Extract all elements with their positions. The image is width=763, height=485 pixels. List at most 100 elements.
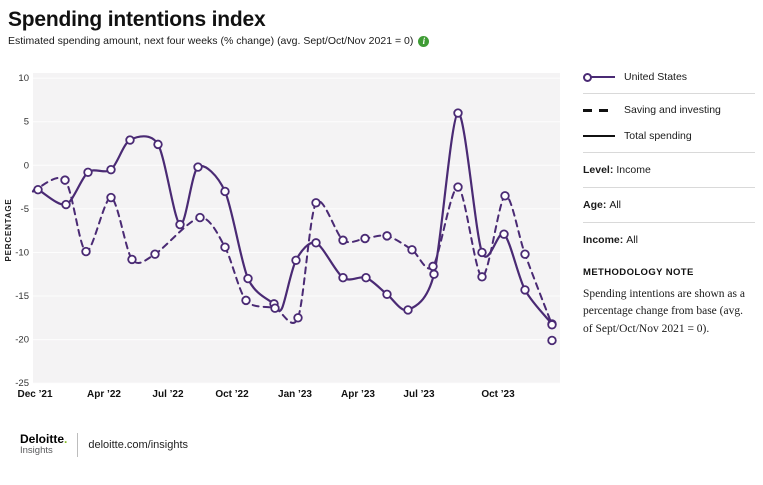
- data-point-marker[interactable]: [106, 192, 116, 203]
- legend-label-total-spending: Total spending: [624, 130, 692, 142]
- y-tick-label: 5: [24, 117, 29, 128]
- y-tick-label: 10: [18, 73, 29, 84]
- legend-label-saving-investing: Saving and investing: [624, 104, 721, 116]
- data-point-marker[interactable]: [382, 231, 392, 241]
- data-point-marker[interactable]: [270, 303, 280, 313]
- data-point-marker[interactable]: [293, 313, 303, 323]
- data-point-marker[interactable]: [291, 255, 301, 265]
- data-point-marker[interactable]: [428, 261, 438, 272]
- chart-subtitle: Estimated spending amount, next four wee…: [8, 35, 755, 47]
- data-point-marker[interactable]: [520, 249, 530, 259]
- dashed-line-swatch: [583, 108, 615, 112]
- filter-age[interactable]: Age: All: [583, 191, 755, 219]
- y-tick-label: -10: [15, 247, 29, 258]
- data-point-marker[interactable]: [382, 289, 392, 299]
- brand-sub: Insights: [20, 445, 53, 457]
- data-point-marker[interactable]: [33, 184, 43, 195]
- x-tick-label: Jan ’23: [278, 389, 312, 400]
- data-point-marker[interactable]: [241, 295, 251, 306]
- data-point-marker[interactable]: [361, 273, 371, 283]
- filter-level[interactable]: Level: Income: [583, 156, 755, 184]
- united-states-latest-point-marker[interactable]: [547, 335, 557, 346]
- data-point-marker[interactable]: [220, 186, 230, 197]
- data-point-marker[interactable]: [150, 249, 160, 259]
- legend-label-united-states: United States: [624, 71, 688, 83]
- filter-level-value: Income: [616, 164, 651, 176]
- data-point-marker[interactable]: [220, 242, 230, 252]
- methodology-text: Spending intentions are shown as a perce…: [583, 288, 745, 335]
- info-icon[interactable]: i: [418, 35, 430, 47]
- x-tick-label: Dec ’21: [17, 389, 52, 400]
- data-point-marker[interactable]: [195, 212, 205, 223]
- y-axis-title: PERCENTAGE: [4, 199, 13, 262]
- data-point-marker[interactable]: [547, 320, 557, 330]
- y-tick-label: -20: [15, 335, 29, 346]
- data-point-marker[interactable]: [338, 273, 348, 283]
- data-point-marker[interactable]: [453, 182, 463, 192]
- data-point-marker[interactable]: [499, 229, 509, 239]
- data-point-marker[interactable]: [193, 162, 203, 172]
- divider: [583, 93, 755, 94]
- legend-total-spending[interactable]: Total spending: [583, 123, 755, 149]
- footer: Deloitte. Insights deloitte.com/insights: [20, 433, 188, 457]
- data-point-marker[interactable]: [520, 285, 530, 295]
- data-point-marker[interactable]: [175, 219, 185, 230]
- data-point-marker[interactable]: [311, 238, 321, 248]
- total-spending-line: [31, 111, 554, 325]
- data-point-marker[interactable]: [106, 164, 116, 175]
- legend-united-states[interactable]: United States: [583, 64, 755, 90]
- x-tick-label: Apr ’22: [87, 389, 121, 400]
- chart-side-panel: United States Saving and investing Total…: [583, 64, 755, 338]
- brand-name: Deloitte: [20, 432, 65, 447]
- deloitte-insights-logo: Deloitte. Insights: [20, 433, 67, 456]
- data-point-marker[interactable]: [453, 108, 463, 118]
- data-point-marker[interactable]: [125, 135, 135, 145]
- data-point-marker[interactable]: [153, 139, 163, 150]
- data-point-marker[interactable]: [477, 247, 487, 258]
- subtitle-text: Estimated spending amount, next four wee…: [8, 35, 414, 48]
- y-tick-label: -25: [15, 378, 29, 389]
- filter-age-label: Age:: [583, 199, 607, 211]
- x-tick-label: Oct ’23: [481, 389, 515, 400]
- data-point-marker[interactable]: [338, 235, 348, 245]
- data-point-marker[interactable]: [60, 175, 70, 185]
- data-point-marker[interactable]: [81, 246, 91, 257]
- divider: [77, 433, 79, 457]
- filter-income-value: All: [626, 234, 638, 246]
- data-point-marker[interactable]: [243, 273, 253, 284]
- data-point-marker[interactable]: [477, 272, 487, 282]
- data-point-marker[interactable]: [360, 233, 370, 244]
- filter-income[interactable]: Income: All: [583, 226, 755, 254]
- data-point-marker[interactable]: [500, 191, 510, 201]
- x-tick-label: Jul ’22: [152, 389, 184, 400]
- insights-link[interactable]: deloitte.com/insights: [88, 439, 189, 451]
- data-point-marker[interactable]: [311, 198, 321, 208]
- plot-area: [33, 73, 560, 383]
- page-title: Spending intentions index: [8, 8, 266, 31]
- divider: [583, 187, 755, 188]
- data-point-marker[interactable]: [83, 167, 93, 177]
- data-point-marker[interactable]: [407, 245, 417, 255]
- y-tick-label: 0: [24, 160, 29, 171]
- data-point-marker[interactable]: [127, 254, 137, 265]
- brand-dot: .: [64, 432, 68, 447]
- y-tick-label: -5: [21, 204, 29, 215]
- data-point-marker[interactable]: [61, 199, 71, 210]
- circle-marker-icon: [583, 73, 592, 82]
- saving-and-investing-line: [32, 177, 553, 326]
- data-point-marker[interactable]: [429, 269, 439, 279]
- divider: [583, 222, 755, 223]
- filter-income-label: Income:: [583, 234, 624, 246]
- solid-line-swatch: [583, 134, 615, 138]
- line-with-marker-swatch: [583, 73, 615, 82]
- x-tick-label: Oct ’22: [215, 389, 249, 400]
- methodology-heading: METHODOLOGY NOTE: [583, 267, 694, 278]
- legend-saving-investing[interactable]: Saving and investing: [583, 97, 755, 123]
- data-point-marker[interactable]: [403, 305, 413, 315]
- divider: [583, 152, 755, 153]
- filter-level-label: Level:: [583, 164, 614, 176]
- x-tick-label: Apr ’23: [341, 389, 375, 400]
- chart-header: Spending intentions index Estimated spen…: [0, 0, 763, 47]
